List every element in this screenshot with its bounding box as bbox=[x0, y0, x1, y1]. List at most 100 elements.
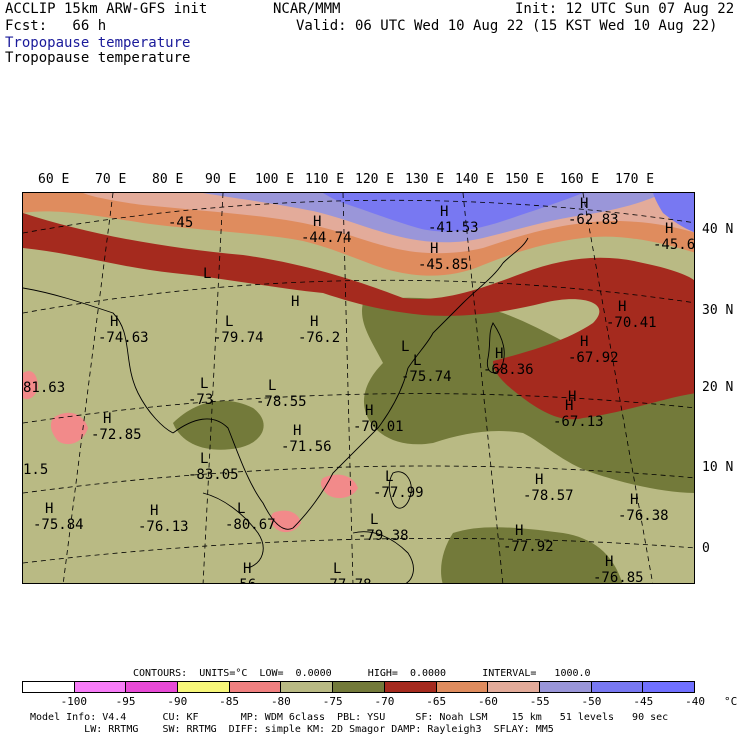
color-scale-swatch bbox=[333, 682, 385, 692]
value-label: -73 bbox=[188, 392, 213, 408]
value-label: -41.53 bbox=[428, 220, 479, 236]
graticule bbox=[23, 193, 694, 583]
coastline bbox=[172, 418, 294, 530]
high-marker: H bbox=[310, 314, 318, 330]
high-marker: H bbox=[665, 221, 673, 237]
map-canvas: -45 H-44.74H-41.53H-62.83H-45.6H-45.85H-7… bbox=[23, 193, 695, 584]
longitude-label: 160 E bbox=[560, 172, 600, 187]
coastline-japan bbox=[486, 322, 505, 374]
color-scale-label: -85 bbox=[219, 695, 240, 708]
graticule-longitude-line bbox=[582, 193, 654, 583]
high-marker: H bbox=[45, 501, 53, 517]
color-scale-swatch bbox=[539, 682, 592, 692]
graticule-latitude-line bbox=[23, 465, 694, 494]
color-scale-swatch bbox=[23, 682, 75, 692]
value-label: -45.6 bbox=[653, 237, 695, 253]
value-label: -70.01 bbox=[353, 419, 404, 435]
longitude-label: 130 E bbox=[405, 172, 445, 187]
low-marker: L bbox=[268, 378, 276, 394]
coastline bbox=[352, 531, 414, 583]
value-label: -77.99 bbox=[373, 485, 424, 501]
high-marker: H bbox=[495, 346, 503, 362]
graticule-latitude-line bbox=[23, 537, 694, 564]
value-label: -71.56 bbox=[281, 439, 332, 455]
high-marker: H bbox=[430, 241, 438, 257]
coastline-philippines bbox=[388, 471, 412, 509]
region-dark-olive-south bbox=[441, 527, 623, 583]
value-label: -79.74 bbox=[213, 330, 264, 346]
color-scale-swatch bbox=[178, 682, 230, 692]
region-brown-band bbox=[23, 213, 694, 420]
longitude-label: 120 E bbox=[355, 172, 395, 187]
header-init-time: Init: 12 UTC Sun 07 Aug 22 bbox=[515, 1, 735, 17]
color-scale-label: -70 bbox=[374, 695, 395, 708]
field-title-contour: Tropopause temperature bbox=[5, 50, 191, 66]
value-label: -80.67 bbox=[225, 517, 276, 533]
low-marker: L bbox=[385, 469, 393, 485]
value-label: -70.41 bbox=[606, 315, 657, 331]
latitude-label: 40 N bbox=[702, 222, 734, 237]
value-label: -56 bbox=[231, 577, 256, 584]
high-marker: H bbox=[365, 403, 373, 419]
value-label: -78.57 bbox=[523, 488, 574, 504]
value-label: -78.55 bbox=[256, 394, 307, 410]
contour-info-line: CONTOURS: UNITS=°C LOW= 0.0000 HIGH= 0.0… bbox=[133, 668, 591, 679]
tropopause-temperature-map: -45 H -44.74 H -41.53 H -62.83 H -45.6 H -45.85 H -7… bbox=[22, 192, 695, 584]
longitude-label: 60 E bbox=[38, 172, 70, 187]
color-scale-label: -65 bbox=[426, 695, 447, 708]
color-scale-swatch bbox=[436, 682, 489, 692]
graticule-latitude-line bbox=[23, 199, 694, 234]
longitude-label: 110 E bbox=[305, 172, 345, 187]
value-label: -75.84 bbox=[33, 517, 84, 533]
coastline bbox=[23, 287, 174, 434]
color-scale-label: -80 bbox=[270, 695, 291, 708]
value-label: -45.85 bbox=[418, 257, 469, 273]
coastline bbox=[202, 492, 264, 569]
high-marker: H bbox=[580, 334, 588, 350]
value-label: -76.13 bbox=[138, 519, 189, 535]
high-marker: H bbox=[565, 398, 573, 414]
graticule-longitude-line bbox=[62, 193, 114, 583]
low-marker: L bbox=[413, 353, 421, 369]
region-blue-east bbox=[653, 193, 694, 233]
longitude-label: 100 E bbox=[255, 172, 295, 187]
longitude-label: 150 E bbox=[505, 172, 545, 187]
color-scale-swatch bbox=[229, 682, 282, 692]
coastline bbox=[502, 237, 529, 264]
header-forecast-hour: Fcst: 66 h bbox=[5, 18, 107, 34]
high-marker: H bbox=[291, 294, 299, 310]
field-title-shaded: Tropopause temperature bbox=[5, 35, 191, 51]
value-label: 1.5 bbox=[23, 462, 48, 478]
color-scale-swatch bbox=[643, 682, 694, 692]
longitude-label: 140 E bbox=[455, 172, 495, 187]
graticule-latitude-line bbox=[23, 393, 694, 424]
color-scale-label: -90 bbox=[167, 695, 188, 708]
low-marker: L bbox=[225, 314, 233, 330]
high-marker: H bbox=[535, 472, 543, 488]
longitude-label: 170 E bbox=[615, 172, 655, 187]
region-pink-spot-3 bbox=[270, 510, 301, 533]
low-marker: L bbox=[401, 339, 409, 355]
annotations: -45 H-44.74H-41.53H-62.83H-45.6H-45.85H-7… bbox=[23, 196, 695, 584]
color-scale-swatch bbox=[74, 682, 127, 692]
low-marker: L bbox=[200, 451, 208, 467]
latitude-label: 20 N bbox=[702, 380, 734, 395]
low-marker: L bbox=[200, 376, 208, 392]
region-blue-core bbox=[323, 193, 583, 232]
color-scale-label: -95 bbox=[115, 695, 136, 708]
high-marker: H bbox=[568, 389, 576, 405]
value-label: -67.92 bbox=[568, 350, 619, 366]
color-scale-label: -100 bbox=[60, 695, 88, 708]
color-scale-label: -50 bbox=[581, 695, 602, 708]
low-marker: L bbox=[333, 561, 341, 577]
header-center-org: NCAR/MMM bbox=[273, 1, 341, 17]
color-scale-swatch bbox=[488, 682, 540, 692]
high-marker: H bbox=[103, 411, 111, 427]
value-label: -77.92 bbox=[503, 539, 554, 555]
coastline bbox=[292, 367, 409, 529]
value-label: -44.74 bbox=[301, 230, 352, 246]
high-marker: H bbox=[150, 503, 158, 519]
header-model-title: ACCLIP 15km ARW-GFS init bbox=[5, 1, 208, 17]
value-label: -76.38 bbox=[618, 508, 669, 524]
model-info-line-2: LW: RRTMG SW: RRTMG DIFF: simple KM: 2D … bbox=[30, 724, 554, 735]
